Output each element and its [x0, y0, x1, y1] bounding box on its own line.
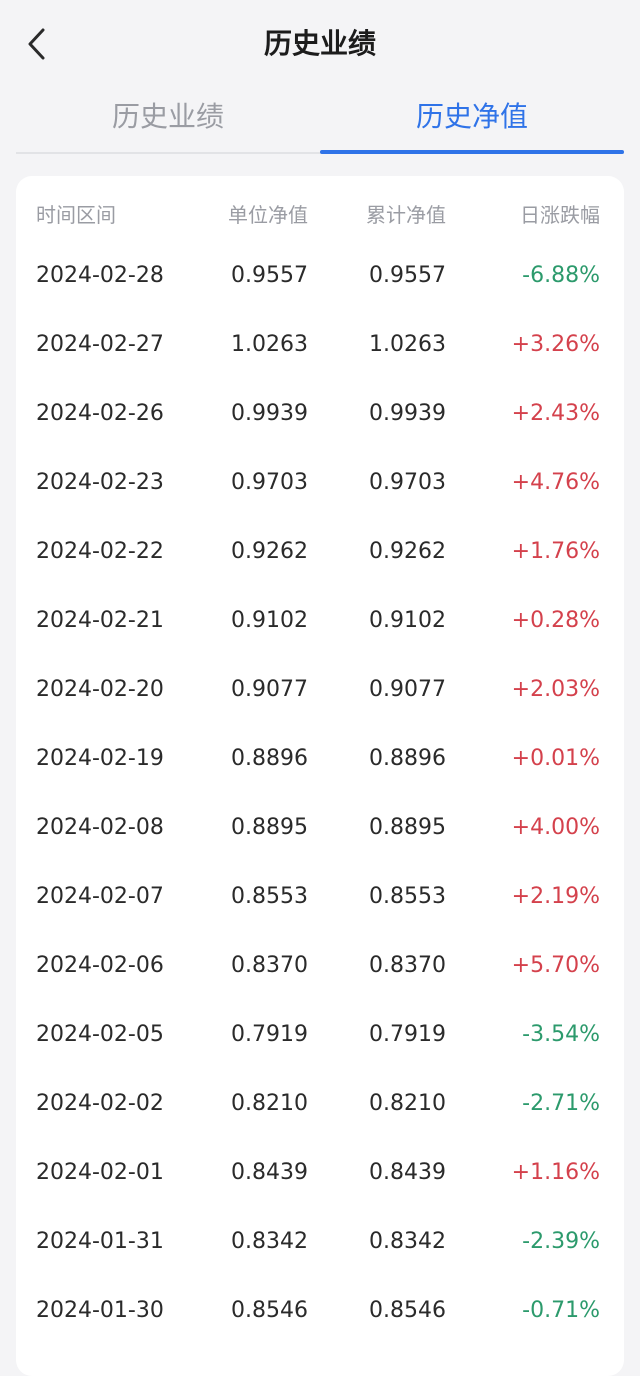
row-date: 2024-02-22 [36, 539, 164, 564]
table-row[interactable]: 2024-02-28 0.9557 0.9557 -6.88% [16, 241, 624, 310]
row-unit-nav: 0.8553 [231, 884, 308, 909]
table-row[interactable]: 2024-01-31 0.8342 0.8342 -2.39% [16, 1207, 624, 1276]
row-daily-change: +0.28% [511, 608, 600, 633]
table-row[interactable]: 2024-02-27 1.0263 1.0263 +3.26% [16, 310, 624, 379]
column-header-daily-change: 日涨跌幅 [520, 203, 600, 227]
row-acc-nav: 0.9102 [369, 608, 446, 633]
row-unit-nav: 0.8370 [231, 953, 308, 978]
row-unit-nav: 0.7919 [231, 1022, 308, 1047]
row-date: 2024-01-31 [36, 1229, 164, 1254]
active-tab-indicator [320, 150, 624, 154]
tab-history-performance[interactable]: 历史业绩 [111, 100, 224, 133]
row-daily-change: -3.54% [522, 1022, 600, 1047]
page-title: 历史业绩 [263, 27, 376, 60]
back-button[interactable] [18, 24, 58, 64]
nav-table-card: 时间区间 单位净值 累计净值 日涨跌幅 2024-02-28 0.9557 0.95… [16, 176, 624, 1376]
table-row[interactable]: 2024-02-06 0.8370 0.8370 +5.70% [16, 931, 624, 1000]
row-acc-nav: 0.9703 [369, 470, 446, 495]
row-acc-nav: 0.8342 [369, 1229, 446, 1254]
table-row[interactable]: 2024-02-19 0.8896 0.8896 +0.01% [16, 724, 624, 793]
row-unit-nav: 0.8342 [231, 1229, 308, 1254]
column-header-period: 时间区间 [36, 203, 116, 227]
row-date: 2024-02-19 [36, 746, 164, 771]
row-daily-change: -2.71% [522, 1091, 600, 1116]
chevron-left-icon [28, 28, 45, 60]
row-unit-nav: 0.8210 [231, 1091, 308, 1116]
row-unit-nav: 0.8896 [231, 746, 308, 771]
row-daily-change: +2.43% [511, 401, 600, 426]
table-row[interactable]: 2024-02-23 0.9703 0.9703 +4.76% [16, 448, 624, 517]
row-acc-nav: 0.8895 [369, 815, 446, 840]
row-acc-nav: 0.9557 [369, 263, 446, 288]
table-row[interactable]: 2024-02-20 0.9077 0.9077 +2.03% [16, 655, 624, 724]
row-acc-nav: 0.9262 [369, 539, 446, 564]
row-daily-change: +3.26% [511, 332, 600, 357]
table-row[interactable]: 2024-02-21 0.9102 0.9102 +0.28% [16, 586, 624, 655]
row-acc-nav: 0.8896 [369, 746, 446, 771]
row-date: 2024-02-05 [36, 1022, 164, 1047]
table-row[interactable]: 2024-02-07 0.8553 0.8553 +2.19% [16, 862, 624, 931]
table-row[interactable]: 2024-02-08 0.8895 0.8895 +4.00% [16, 793, 624, 862]
tab-bar: 历史业绩 历史净值 [16, 92, 624, 154]
table-row[interactable]: 2024-01-30 0.8546 0.8546 -0.71% [16, 1276, 624, 1345]
row-acc-nav: 0.8370 [369, 953, 446, 978]
row-daily-change: +1.76% [511, 539, 600, 564]
row-acc-nav: 0.8210 [369, 1091, 446, 1116]
row-unit-nav: 0.8895 [231, 815, 308, 840]
row-unit-nav: 0.9077 [231, 677, 308, 702]
row-daily-change: -6.88% [522, 263, 600, 288]
row-date: 2024-02-23 [36, 470, 164, 495]
row-date: 2024-02-07 [36, 884, 164, 909]
row-acc-nav: 1.0263 [369, 332, 446, 357]
row-unit-nav: 0.9262 [231, 539, 308, 564]
row-daily-change: +0.01% [511, 746, 600, 771]
table-header: 时间区间 单位净值 累计净值 日涨跌幅 [16, 198, 624, 232]
row-unit-nav: 0.9557 [231, 263, 308, 288]
row-acc-nav: 0.8439 [369, 1160, 446, 1185]
row-daily-change: +5.70% [511, 953, 600, 978]
row-unit-nav: 0.9102 [231, 608, 308, 633]
column-header-unit-nav: 单位净值 [228, 203, 308, 227]
row-daily-change: +2.19% [511, 884, 600, 909]
table-row[interactable]: 2024-02-22 0.9262 0.9262 +1.76% [16, 517, 624, 586]
row-date: 2024-02-21 [36, 608, 164, 633]
row-date: 2024-02-02 [36, 1091, 164, 1116]
row-unit-nav: 0.8546 [231, 1298, 308, 1323]
row-date: 2024-02-28 [36, 263, 164, 288]
row-unit-nav: 1.0263 [231, 332, 308, 357]
row-daily-change: +4.00% [511, 815, 600, 840]
row-daily-change: -2.39% [522, 1229, 600, 1254]
row-acc-nav: 0.8546 [369, 1298, 446, 1323]
row-date: 2024-02-06 [36, 953, 164, 978]
table-row[interactable]: 2024-02-05 0.7919 0.7919 -3.54% [16, 1000, 624, 1069]
row-daily-change: +4.76% [511, 470, 600, 495]
table-row[interactable]: 2024-02-26 0.9939 0.9939 +2.43% [16, 379, 624, 448]
row-date: 2024-01-30 [36, 1298, 164, 1323]
row-acc-nav: 0.8553 [369, 884, 446, 909]
row-date: 2024-02-27 [36, 332, 164, 357]
row-daily-change: +2.03% [511, 677, 600, 702]
row-unit-nav: 0.9939 [231, 401, 308, 426]
row-unit-nav: 0.9703 [231, 470, 308, 495]
row-acc-nav: 0.9939 [369, 401, 446, 426]
column-header-acc-nav: 累计净值 [366, 203, 446, 227]
row-daily-change: +1.16% [511, 1160, 600, 1185]
row-acc-nav: 0.7919 [369, 1022, 446, 1047]
row-date: 2024-02-26 [36, 401, 164, 426]
tab-history-nav[interactable]: 历史净值 [415, 100, 528, 133]
row-daily-change: -0.71% [522, 1298, 600, 1323]
row-date: 2024-02-01 [36, 1160, 164, 1185]
top-bar: 历史业绩 [0, 0, 640, 88]
row-acc-nav: 0.9077 [369, 677, 446, 702]
table-row[interactable]: 2024-02-01 0.8439 0.8439 +1.16% [16, 1138, 624, 1207]
row-unit-nav: 0.8439 [231, 1160, 308, 1185]
row-date: 2024-02-20 [36, 677, 164, 702]
table-row[interactable]: 2024-02-02 0.8210 0.8210 -2.71% [16, 1069, 624, 1138]
row-date: 2024-02-08 [36, 815, 164, 840]
